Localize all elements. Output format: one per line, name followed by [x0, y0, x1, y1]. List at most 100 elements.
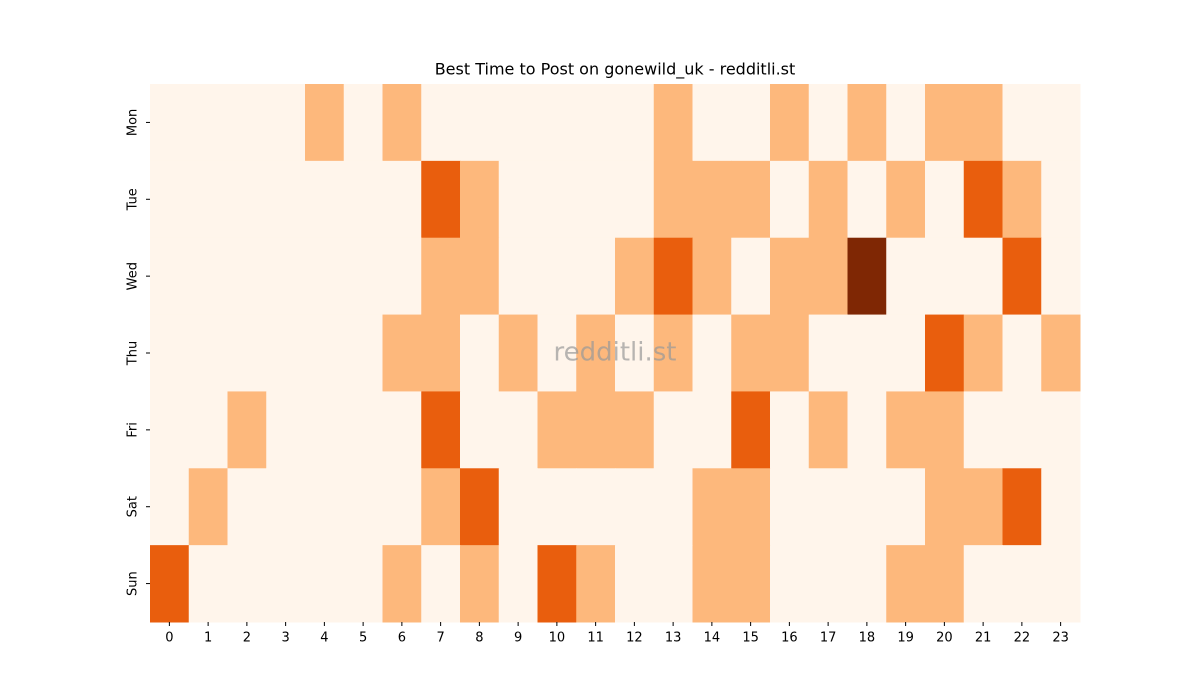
- heatmap-cell: [615, 84, 655, 162]
- heatmap-cell: [305, 237, 345, 316]
- x-tick-label: 5: [359, 631, 367, 646]
- heatmap-cell: [886, 391, 926, 469]
- heatmap-cell: [305, 84, 345, 162]
- heatmap-cell: [692, 160, 732, 239]
- y-tick-label: Sat: [126, 496, 141, 517]
- heatmap-cell: [886, 237, 926, 316]
- heatmap-cell: [188, 391, 228, 469]
- heatmap-cell: [266, 468, 306, 546]
- heatmap-cell: [1041, 160, 1081, 239]
- heatmap-cell: [460, 160, 500, 239]
- heatmap-cell: [770, 545, 810, 623]
- heatmap-cell: [615, 391, 655, 469]
- heatmap-cell: [343, 160, 383, 239]
- heatmap-cell: [537, 314, 577, 392]
- heatmap-cell: [343, 545, 383, 623]
- heatmap-cell: [847, 391, 887, 469]
- heatmap-cell: [963, 391, 1003, 469]
- heatmap-cell: [421, 545, 461, 623]
- heatmap-cell: [692, 391, 732, 469]
- heatmap-cell: [847, 314, 887, 392]
- x-tick-label: 2: [243, 631, 251, 646]
- x-tick-label: 19: [897, 631, 914, 646]
- heatmap-cell: [460, 84, 500, 162]
- x-tick-label: 8: [475, 631, 483, 646]
- heatmap-cell: [886, 160, 926, 239]
- x-tick-label: 13: [665, 631, 682, 646]
- heatmap-cell: [692, 84, 732, 162]
- heatmap-cell: [808, 545, 848, 623]
- heatmap-cell: [305, 468, 345, 546]
- heatmap-cell: [537, 237, 577, 316]
- heatmap-cell: [498, 391, 538, 469]
- heatmap-cell: [227, 160, 267, 239]
- heatmap-cell: [963, 237, 1003, 316]
- heatmap-cell: [925, 314, 965, 392]
- heatmap-cell: [886, 84, 926, 162]
- heatmap-cell: [576, 391, 616, 469]
- heatmap-cell: [925, 237, 965, 316]
- heatmap-cell: [188, 160, 228, 239]
- y-tick-label: Sun: [126, 571, 141, 596]
- heatmap-cell: [227, 237, 267, 316]
- heatmap-cell: [925, 545, 965, 623]
- heatmap-cell: [382, 545, 422, 623]
- heatmap-cell: [770, 391, 810, 469]
- heatmap-cell: [1002, 237, 1042, 316]
- heatmap-cell: [576, 237, 616, 316]
- heatmap-cell: [421, 237, 461, 316]
- heatmap-cell: [421, 468, 461, 546]
- heatmap-cell: [1002, 84, 1042, 162]
- heatmap-cell: [615, 468, 655, 546]
- heatmap-cell: [653, 84, 693, 162]
- heatmap-cell: [808, 84, 848, 162]
- heatmap-cell: [653, 314, 693, 392]
- x-tick-label: 15: [742, 631, 759, 646]
- heatmap-cell: [731, 545, 771, 623]
- heatmap-cell: [150, 84, 190, 162]
- heatmap-cell: [343, 468, 383, 546]
- heatmap-cell: [188, 468, 228, 546]
- heatmap-cell: [886, 545, 926, 623]
- heatmap-cell: [343, 391, 383, 469]
- heatmap-cell: [731, 391, 771, 469]
- heatmap-cell: [498, 84, 538, 162]
- y-tick-label: Thu: [126, 341, 141, 366]
- heatmap-cell: [227, 314, 267, 392]
- heatmap-cell: [266, 237, 306, 316]
- heatmap-cell: [1041, 391, 1081, 469]
- heatmap-cell: [808, 237, 848, 316]
- heatmap-cell: [731, 314, 771, 392]
- heatmap-cell: [305, 391, 345, 469]
- x-tick-label: 16: [781, 631, 798, 646]
- heatmap-cell: [498, 237, 538, 316]
- heatmap-cell: [305, 314, 345, 392]
- heatmap-cell: [227, 468, 267, 546]
- x-tick-label: 10: [549, 631, 566, 646]
- heatmap-cell: [653, 545, 693, 623]
- heatmap-cell: [847, 545, 887, 623]
- heatmap-cell: [382, 237, 422, 316]
- heatmap-cell: [537, 84, 577, 162]
- heatmap-cell: [1002, 391, 1042, 469]
- heatmap-cell: [421, 314, 461, 392]
- x-tick-label: 6: [398, 631, 406, 646]
- heatmap-cell: [615, 314, 655, 392]
- heatmap-cell: [653, 391, 693, 469]
- heatmap-cell: [653, 237, 693, 316]
- heatmap-cell: [615, 237, 655, 316]
- heatmap-cell: [188, 237, 228, 316]
- heatmap-cell: [1002, 160, 1042, 239]
- heatmap-cell: [421, 391, 461, 469]
- heatmap-cell: [266, 84, 306, 162]
- heatmap-cell: [498, 314, 538, 392]
- heatmap-cell: [963, 468, 1003, 546]
- heatmap-cell: [150, 391, 190, 469]
- x-tick-label: 18: [859, 631, 876, 646]
- x-tick-label: 3: [281, 631, 289, 646]
- heatmap-cell: [886, 314, 926, 392]
- x-tick-label: 1: [204, 631, 212, 646]
- heatmap-cell: [653, 468, 693, 546]
- heatmap-cell: [1002, 468, 1042, 546]
- heatmap-cell: [576, 545, 616, 623]
